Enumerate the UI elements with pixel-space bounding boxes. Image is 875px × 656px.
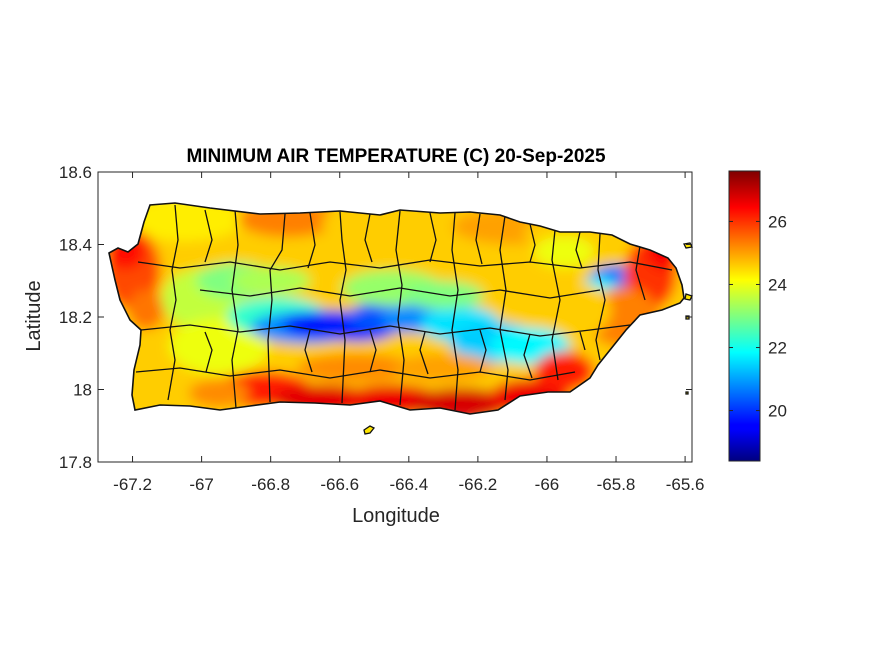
y-tick-label: 18.4 <box>59 236 92 255</box>
field-cell <box>393 353 494 382</box>
y-axis: 17.8 18 18.2 18.4 18.6 <box>59 163 692 472</box>
colorbar-ticks: 20 22 24 26 <box>729 212 787 421</box>
x-tick-label: -66.2 <box>459 475 498 494</box>
y-tick-label: 18.2 <box>59 308 92 327</box>
y-tick-label: 17.8 <box>59 453 92 472</box>
field-cell <box>128 289 165 330</box>
x-tick-label: -67.2 <box>113 475 152 494</box>
field-cell <box>551 283 612 336</box>
colorbar-gradient <box>728 170 761 462</box>
y-axis-label: Latitude <box>23 280 45 351</box>
x-tick-label: -66.4 <box>389 475 428 494</box>
island-coastline <box>108 202 685 415</box>
chart-title: MINIMUM AIR TEMPERATURE (C) 20-Sep-2025 <box>186 146 606 167</box>
colorbar-tick-label: 22 <box>768 339 787 358</box>
municipal-boundaries <box>135 204 673 411</box>
field-cell <box>297 353 418 382</box>
x-tick-label: -66.8 <box>251 475 290 494</box>
colorbar: 20 22 24 26 <box>728 170 787 462</box>
x-tick-label: -65.6 <box>666 475 705 494</box>
colorbar-tick-label: 24 <box>768 275 787 294</box>
colorbar-tick-label: 26 <box>768 212 787 231</box>
field-cell <box>188 379 249 408</box>
x-axis: -67.2 -67 -66.8 -66.6 -66.4 -66.2 -66 -65.8 -65.… <box>113 172 704 494</box>
y-tick-label: 18 <box>73 381 92 400</box>
y-tick-label: 18.6 <box>59 163 92 182</box>
x-axis-label: Longitude <box>352 505 440 527</box>
x-tick-label: -65.8 <box>597 475 636 494</box>
x-tick-label: -66 <box>535 475 560 494</box>
small-islets <box>363 242 693 435</box>
x-tick-label: -67 <box>189 475 214 494</box>
field-cell <box>127 380 208 413</box>
x-tick-label: -66.6 <box>320 475 359 494</box>
colorbar-tick-label: 20 <box>768 402 787 421</box>
field-cell <box>534 351 595 392</box>
